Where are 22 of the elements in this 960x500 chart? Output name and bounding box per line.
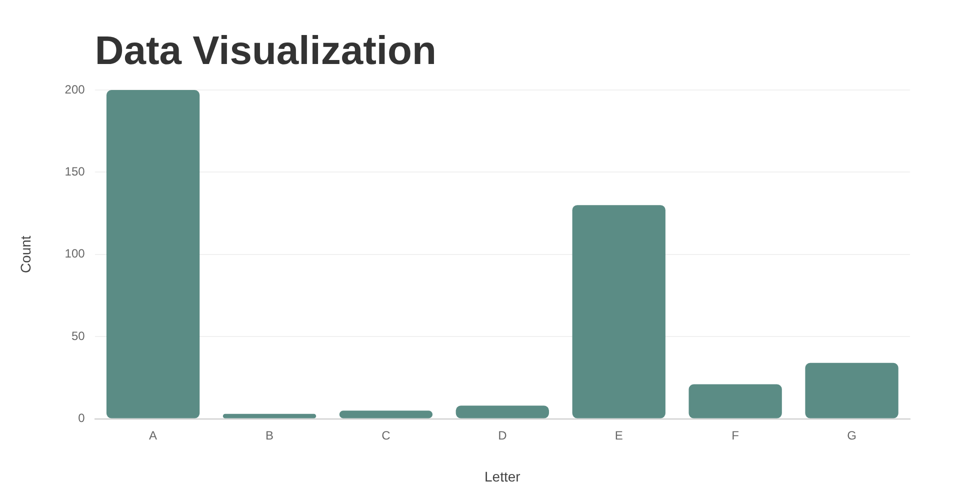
x-tick-label: C (382, 428, 391, 442)
x-tick-label: D (498, 428, 508, 442)
y-tick-label: 0 (78, 411, 86, 426)
bar (339, 410, 433, 418)
y-axis-title: Count (17, 236, 34, 274)
x-axis-title: Letter (484, 468, 521, 484)
bar (805, 362, 898, 418)
y-tick-label: 150 (64, 164, 86, 179)
bar (572, 205, 666, 418)
y-tick-label: 100 (64, 246, 86, 261)
bar (688, 384, 782, 418)
chart-title: Data Visualization (94, 29, 436, 73)
y-tick-label: 200 (64, 82, 86, 96)
x-tick-label: A (149, 428, 158, 442)
y-tick-label: 50 (71, 328, 86, 343)
bar (106, 90, 200, 418)
x-tick-label: B (265, 428, 274, 442)
bar (222, 414, 316, 418)
x-tick-label: F (732, 428, 739, 442)
x-tick-label: E (614, 428, 623, 442)
x-tick-label: G (847, 428, 856, 442)
bar (456, 406, 549, 418)
